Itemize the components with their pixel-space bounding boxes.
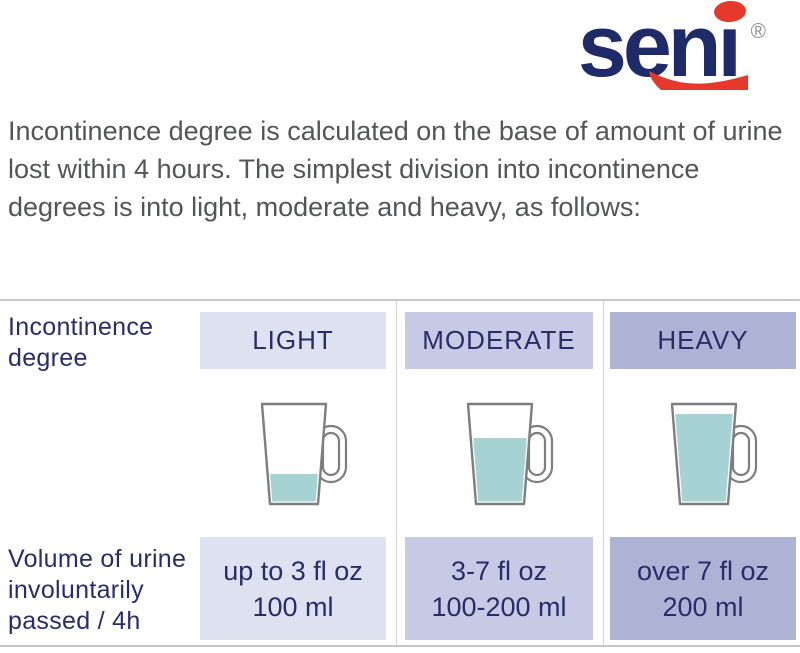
logo-red-dot-icon	[713, 0, 747, 24]
volume-line-1: over 7 fl oz	[636, 555, 770, 586]
intro-paragraph: Incontinence degree is calculated on the…	[8, 116, 783, 222]
volume-line-1: 3-7 fl oz	[450, 555, 548, 586]
brand-logo-wordmark: seni ®	[578, 0, 766, 90]
volume-line-2: 100-200 ml	[431, 591, 567, 622]
volume-line-2: 200 ml	[662, 591, 744, 622]
cup-icon-heavy	[654, 396, 760, 511]
row-label-volume: Volume of urine involuntarily passed / 4…	[8, 545, 187, 635]
table-divider-1	[396, 300, 397, 645]
registered-trademark: ®	[750, 20, 766, 43]
volume-cell-moderate: 3-7 fl oz 100-200 ml	[405, 537, 593, 640]
header-cell-moderate: MODERATE	[405, 312, 593, 369]
volume-line-1: up to 3 fl oz	[223, 555, 363, 586]
header-cell-light: LIGHT	[200, 312, 386, 369]
cup-icon-light	[244, 396, 350, 511]
table-border-top	[0, 299, 800, 301]
row-label-incontinence-degree: Incontinence degree	[8, 313, 154, 372]
brand-logo: seni ®	[578, 0, 766, 92]
header-cell-heavy: HEAVY	[610, 312, 796, 369]
table-border-bottom	[0, 645, 800, 647]
volume-cell-heavy: over 7 fl oz 200 ml	[610, 537, 796, 640]
volume-line-2: 100 ml	[252, 591, 334, 622]
volume-cell-light: up to 3 fl oz 100 ml	[200, 537, 386, 640]
logo-red-swoosh-icon	[649, 71, 748, 90]
table-divider-2	[603, 300, 604, 645]
cup-icon-moderate	[450, 396, 556, 511]
